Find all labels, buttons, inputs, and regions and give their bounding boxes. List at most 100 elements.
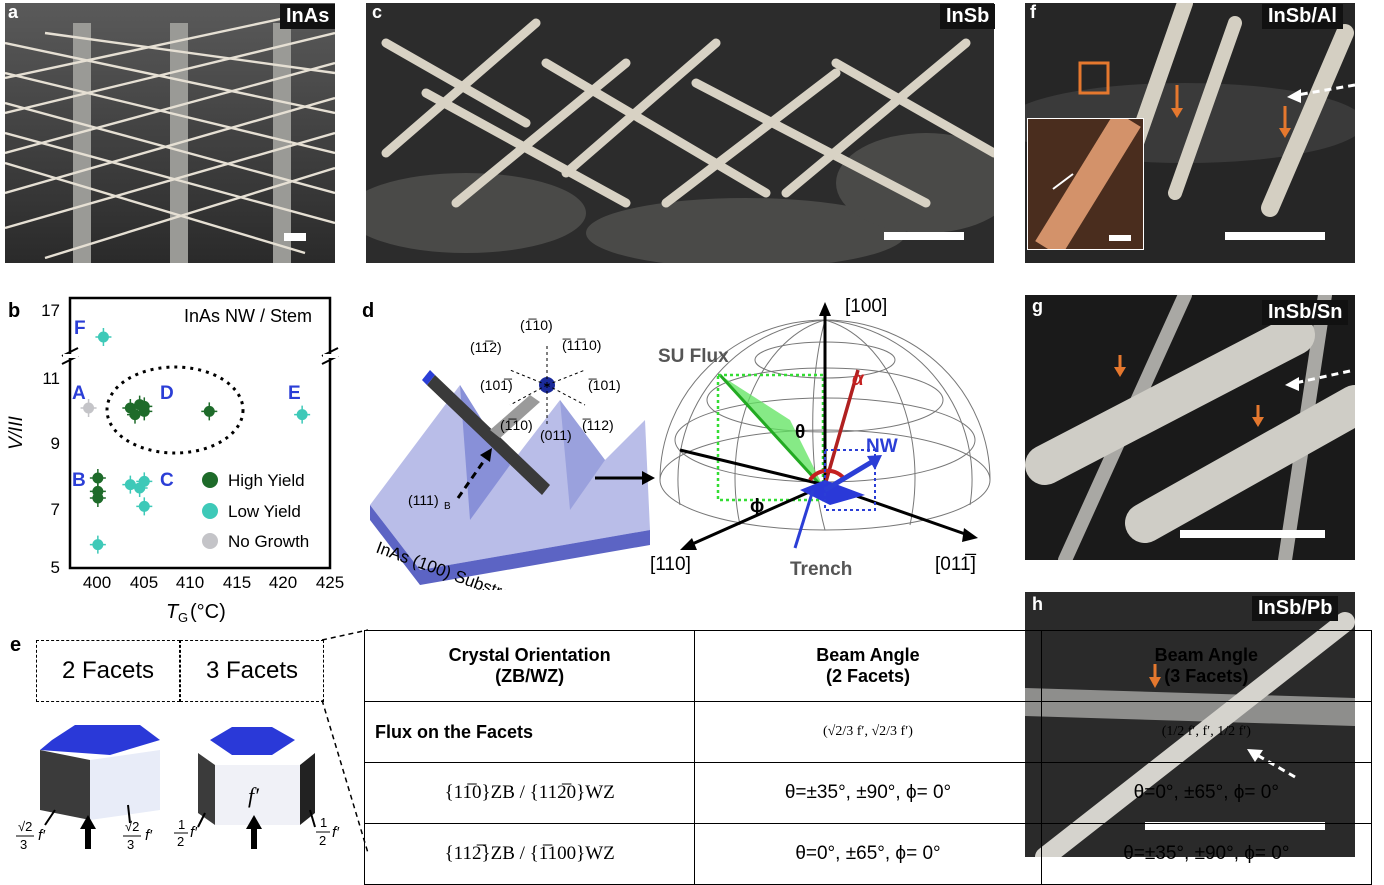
axis-back: [679, 448, 826, 487]
flux-projection: [716, 373, 825, 502]
flux-fraction-num: √2: [18, 819, 32, 834]
facets-label-3: 3 Facets: [205, 657, 299, 684]
inset-orange-wire: [1035, 111, 1141, 257]
flux-line: [718, 373, 827, 492]
center-flux-label: f′: [248, 783, 260, 808]
axis-label-110: [110]: [650, 554, 691, 575]
scale-bar: [1225, 232, 1325, 240]
legend-low-yield: Low Yield: [228, 502, 301, 521]
legend-marker-no-growth: [202, 533, 218, 549]
theta-label: θ: [795, 422, 805, 443]
axis-110: [689, 483, 826, 547]
y-tick-7: 7: [51, 500, 60, 519]
table-row: {11̅0}ZB / {112̅0}WZ θ=±35°, ±90°, ϕ= 0°…: [363, 762, 1373, 824]
table-cell: θ=0°, ±65°, ϕ= 0°: [694, 823, 1042, 885]
plane-label: (̅11̅10): [562, 337, 602, 353]
x-tick-415: 415: [223, 573, 251, 592]
sem-image-inas: [5, 3, 335, 263]
material-tag-inas: InAs: [280, 4, 336, 29]
flux-label: SU Flux: [658, 346, 729, 367]
flux-label: f′: [38, 827, 46, 844]
sem-image-insb-al: [1025, 3, 1355, 263]
plane-label: (1̅10): [500, 417, 533, 433]
chart-title: InAs NW / Stem: [184, 306, 312, 326]
x-axis-unit: (°C): [190, 601, 226, 623]
data-point: [138, 500, 150, 512]
alpha-axis: [823, 369, 860, 486]
group-label-a: A: [72, 383, 86, 404]
insb-nanowire-array: [366, 3, 994, 263]
x-tick-425: 425: [316, 573, 344, 592]
panel-label-g: g: [1032, 296, 1043, 316]
data-point: [92, 492, 104, 504]
growth-geometry-diagram: (11̅2) (1̅10) (̅11̅10) (101̅) (̅101) (1̅…: [370, 296, 991, 590]
x-tick-405: 405: [130, 573, 158, 592]
trench-label: Trench: [790, 559, 852, 580]
table-header: Crystal Orientation (ZB/WZ): [363, 630, 696, 702]
plane-label: (11̅2): [470, 339, 502, 355]
data-point: [203, 405, 215, 417]
sem-image-insb-sn: [1025, 295, 1355, 560]
group-label-c: C: [160, 470, 174, 491]
x-axis-label: T: [166, 601, 180, 623]
trench-pointer: [793, 489, 815, 549]
plane-label: (̅101): [588, 377, 621, 393]
table-cell: θ=0°, ±65°, ϕ= 0°: [1040, 762, 1373, 824]
facet-label-subscript: B: [444, 501, 451, 512]
scale-bar: [1180, 530, 1325, 538]
arrow-annotations-g: [1114, 355, 1351, 427]
axis-break: [61, 347, 339, 365]
trench-stub: [490, 395, 540, 438]
table-cell: {112̅}ZB / {1̅100}WZ: [363, 823, 696, 885]
table-cell: Flux on the Facets: [363, 701, 696, 763]
data-point: [97, 331, 109, 343]
y-tick-17: 17: [41, 301, 60, 320]
flux-label: f′: [190, 824, 198, 841]
data-point: [296, 409, 308, 421]
material-tag-insb: InSb: [940, 4, 996, 29]
crystal-orientation-table: Crystal Orientation (ZB/WZ) Beam Angle (2 …: [363, 630, 1373, 885]
facets-label-2: 2 Facets: [61, 657, 155, 684]
axis-label-100: [100]: [845, 296, 887, 317]
facets-box-3: 3 Facets: [180, 640, 324, 702]
table-cell: (√2/3 f′, √2/3 f′): [694, 701, 1042, 763]
facet-prisms: f′ √2 3 f′ √2 3 f′ 1 2 f′ 1 2 f′: [16, 725, 340, 852]
plot-frame: [68, 296, 332, 570]
panel-label-h: h: [1032, 594, 1043, 614]
data-point: [92, 472, 104, 484]
table-header: Beam Angle (3 Facets): [1040, 630, 1373, 702]
dashed-arrow: [456, 454, 490, 499]
table-cell: θ=±35°, ±90°, ϕ= 0°: [694, 762, 1042, 824]
phi-label: ϕ: [750, 496, 764, 517]
y-axis-label: V/III: [6, 415, 27, 450]
material-tag-insb-sn: InSb/Sn: [1262, 300, 1349, 325]
table-row: {112̅}ZB / {1̅100}WZ θ=0°, ±65°, ϕ= 0° θ…: [363, 823, 1373, 885]
legend-no-growth: No Growth: [228, 532, 309, 551]
facets-box-2: 2 Facets: [36, 640, 180, 702]
table-cell: {11̅0}ZB / {112̅0}WZ: [363, 762, 696, 824]
axis-label-011: [011̅]: [935, 554, 977, 575]
y-tick-5: 5: [51, 558, 60, 577]
flux-fraction-den: 2: [319, 833, 326, 848]
y-tick-11: 11: [42, 369, 60, 388]
y-tick-9: 9: [51, 434, 60, 453]
inas-nanowire-array: [5, 3, 335, 263]
panel-label-e: e: [10, 634, 22, 656]
scatter-chart: InAs NW / Stem F A D E B C High Yield Lo…: [6, 296, 344, 625]
nanowire: [422, 370, 550, 495]
flux-fraction-num: 1: [178, 817, 185, 832]
data-point: [83, 402, 95, 414]
group-label-e: E: [288, 383, 301, 404]
legend-marker-high-yield: [202, 472, 218, 488]
table-header: Beam Angle (2 Facets): [694, 630, 1042, 702]
group-label-f: F: [74, 318, 86, 339]
scale-bar: [284, 233, 306, 241]
nw-label: NW: [866, 436, 898, 457]
material-tag-insb-al: InSb/Al: [1262, 4, 1343, 29]
arrow-annotations-f: [1171, 83, 1355, 138]
sem-image-insb: [366, 3, 994, 263]
alpha-label: α: [852, 369, 865, 390]
scale-bar: [1109, 235, 1131, 241]
x-tick-410: 410: [176, 573, 204, 592]
table-row: Crystal Orientation (ZB/WZ) Beam Angle (2 …: [363, 630, 1373, 702]
